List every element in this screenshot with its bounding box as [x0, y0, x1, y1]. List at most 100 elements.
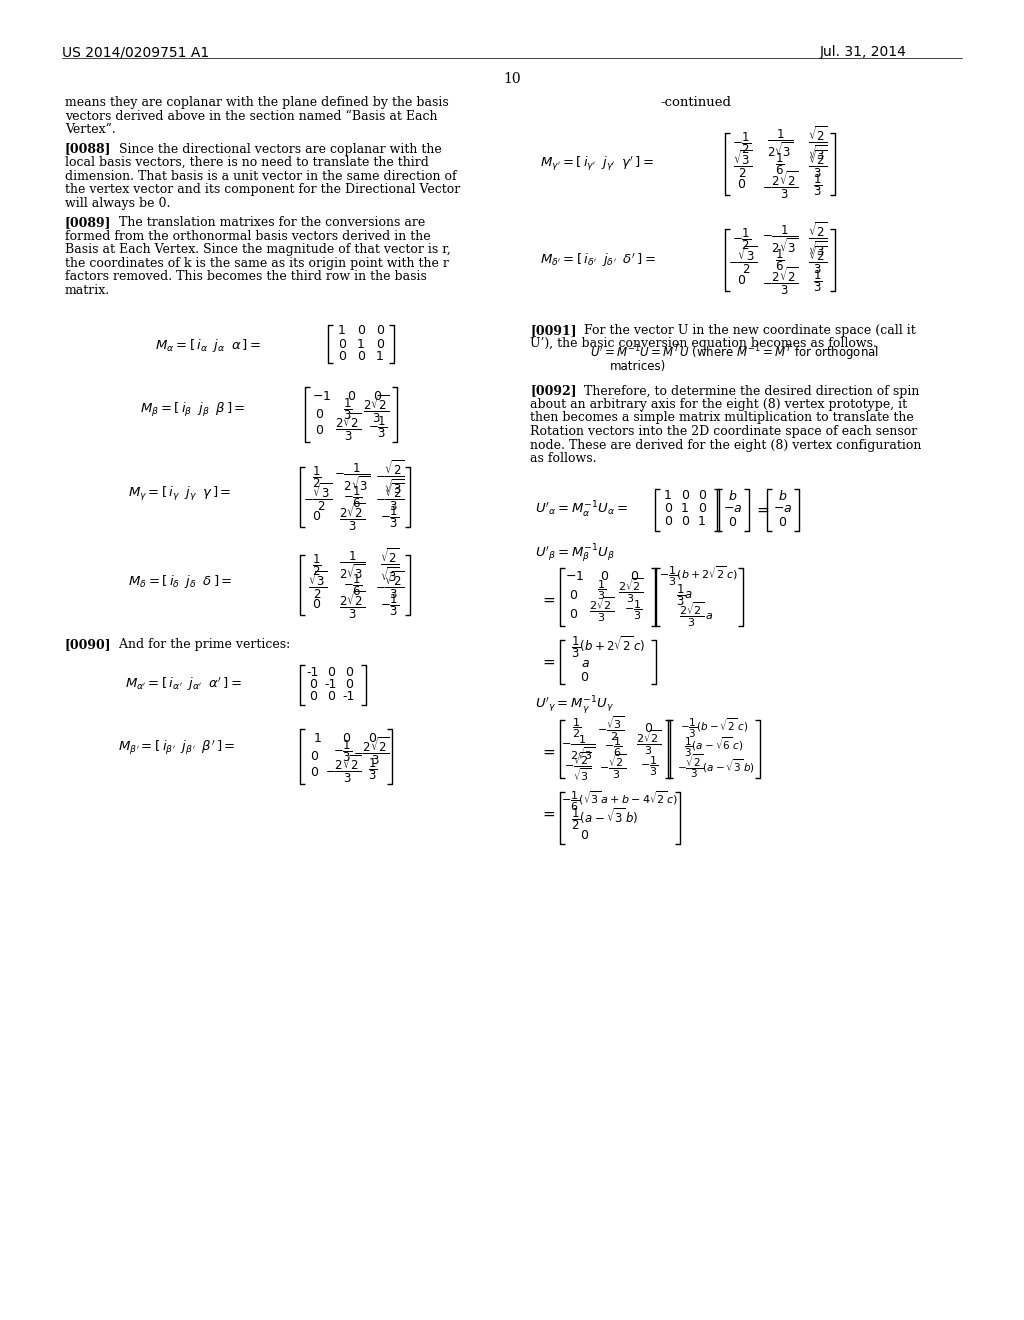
Text: $\dfrac{2\sqrt{2}}{3}\,a$: $\dfrac{2\sqrt{2}}{3}\,a$: [679, 601, 713, 628]
Text: $-a$: $-a$: [773, 502, 793, 515]
Text: factors removed. This becomes the third row in the basis: factors removed. This becomes the third …: [65, 271, 427, 282]
Text: $\dfrac{1}{3}$: $\dfrac{1}{3}$: [813, 172, 822, 198]
Text: $-\dfrac{2\sqrt{2}}{3}$: $-\dfrac{2\sqrt{2}}{3}$: [325, 754, 361, 784]
Text: $U'_\gamma = M_\gamma^{-1} U_\gamma$: $U'_\gamma = M_\gamma^{-1} U_\gamma$: [535, 694, 614, 717]
Text: $\dfrac{2\sqrt{2}}{3}$: $\dfrac{2\sqrt{2}}{3}$: [339, 502, 366, 533]
Text: $M_{\beta'} = [\,i_{\beta'} \;\; j_{\beta'} \;\; \beta'\,] =$: $M_{\beta'} = [\,i_{\beta'} \;\; j_{\bet…: [118, 739, 236, 758]
Text: $0$: $0$: [778, 516, 787, 529]
Text: $-\dfrac{2\sqrt{2}}{3}$: $-\dfrac{2\sqrt{2}}{3}$: [352, 735, 389, 767]
Text: $b$: $b$: [728, 488, 737, 503]
Text: will always be 0.: will always be 0.: [65, 197, 170, 210]
Text: $-\dfrac{2\sqrt{2}}{3}$: $-\dfrac{2\sqrt{2}}{3}$: [762, 265, 799, 297]
Text: $-\dfrac{1}{3}$: $-\dfrac{1}{3}$: [380, 593, 399, 618]
Text: $\dfrac{2\sqrt{2}}{3}$: $\dfrac{2\sqrt{2}}{3}$: [362, 393, 389, 425]
Text: US 2014/0209751 A1: US 2014/0209751 A1: [62, 45, 209, 59]
Text: $\dfrac{1}{3}(b+2\sqrt{2}\,c)$: $\dfrac{1}{3}(b+2\sqrt{2}\,c)$: [571, 635, 645, 660]
Text: $\dfrac{1}{2}$: $\dfrac{1}{2}$: [312, 465, 322, 490]
Text: $\dfrac{2\sqrt{2}}{3}$: $\dfrac{2\sqrt{2}}{3}$: [590, 595, 614, 623]
Text: 0: 0: [345, 677, 353, 690]
Text: $\dfrac{1}{2}$: $\dfrac{1}{2}$: [572, 717, 582, 741]
Text: $\dfrac{2\sqrt{2}}{3}$: $\dfrac{2\sqrt{2}}{3}$: [637, 729, 662, 756]
Text: $0$: $0$: [369, 731, 378, 744]
Text: local basis vectors, there is no need to translate the third: local basis vectors, there is no need to…: [65, 156, 429, 169]
Text: $\dfrac{1}{2\sqrt{3}}$: $\dfrac{1}{2\sqrt{3}}$: [767, 127, 794, 158]
Text: $-1$: $-1$: [565, 570, 585, 583]
Text: 0: 0: [664, 502, 672, 515]
Text: $0$: $0$: [737, 275, 746, 288]
Text: $=$: $=$: [540, 744, 556, 759]
Text: $-\dfrac{1}{3}$: $-\dfrac{1}{3}$: [624, 599, 642, 622]
Text: 0: 0: [327, 689, 335, 702]
Text: The translation matrixes for the conversions are: The translation matrixes for the convers…: [111, 216, 425, 228]
Text: $-\dfrac{1}{3}$: $-\dfrac{1}{3}$: [334, 738, 352, 764]
Text: $\dfrac{\sqrt{2}}{3}$: $\dfrac{\sqrt{2}}{3}$: [808, 244, 827, 276]
Text: $M_{\gamma'} = [\,i_{\gamma'} \;\; j_{\gamma'} \;\; \gamma'\,] =$: $M_{\gamma'} = [\,i_{\gamma'} \;\; j_{\g…: [540, 154, 654, 173]
Text: U’), the basic conversion equation becomes as follows.: U’), the basic conversion equation becom…: [530, 338, 877, 351]
Text: 1: 1: [338, 325, 346, 338]
Text: $\dfrac{1}{2}$: $\dfrac{1}{2}$: [312, 552, 322, 578]
Text: 0: 0: [698, 488, 706, 502]
Text: -1: -1: [325, 677, 337, 690]
Text: Since the directional vectors are coplanar with the: Since the directional vectors are coplan…: [111, 143, 441, 156]
Text: $M_\gamma = [\,i_\gamma \;\; j_\gamma \;\; \gamma\,] =$: $M_\gamma = [\,i_\gamma \;\; j_\gamma \;…: [128, 484, 231, 503]
Text: [0088]: [0088]: [65, 143, 112, 156]
Text: $-\dfrac{1}{6}$: $-\dfrac{1}{6}$: [343, 572, 362, 598]
Text: $0$: $0$: [342, 731, 351, 744]
Text: $-\dfrac{\sqrt{2}}{3}$: $-\dfrac{\sqrt{2}}{3}$: [376, 482, 404, 512]
Text: $0$: $0$: [600, 570, 609, 583]
Text: $U'_\beta = M_\beta^{-1} U_\beta$: $U'_\beta = M_\beta^{-1} U_\beta$: [535, 543, 614, 565]
Text: $-\dfrac{1}{6}$: $-\dfrac{1}{6}$: [604, 735, 623, 759]
Text: [0091]: [0091]: [530, 323, 577, 337]
Text: $\dfrac{1}{3}$: $\dfrac{1}{3}$: [369, 756, 378, 781]
Text: matrix.: matrix.: [65, 284, 111, 297]
Text: $-\dfrac{1}{3}$: $-\dfrac{1}{3}$: [369, 414, 388, 440]
Text: $0$: $0$: [315, 408, 325, 421]
Text: 0: 0: [357, 325, 365, 338]
Text: $-\dfrac{\sqrt{3}}{2}$: $-\dfrac{\sqrt{3}}{2}$: [597, 714, 625, 743]
Text: $0$: $0$: [631, 570, 640, 583]
Text: vectors derived above in the section named “Basis at Each: vectors derived above in the section nam…: [65, 110, 437, 123]
Text: node. These are derived for the eight (8) vertex configuration: node. These are derived for the eight (8…: [530, 438, 922, 451]
Text: 1: 1: [664, 488, 672, 502]
Text: matrices): matrices): [610, 360, 667, 374]
Text: Therefore, to determine the desired direction of spin: Therefore, to determine the desired dire…: [575, 384, 920, 397]
Text: [0092]: [0092]: [530, 384, 577, 397]
Text: $\dfrac{\sqrt{3}}{2}$: $\dfrac{\sqrt{3}}{2}$: [733, 148, 753, 180]
Text: $0$: $0$: [728, 516, 737, 529]
Text: 0: 0: [681, 515, 689, 528]
Text: about an arbitrary axis for the eight (8) vertex prototype, it: about an arbitrary axis for the eight (8…: [530, 399, 907, 411]
Text: $0$: $0$: [581, 671, 590, 684]
Text: $-\dfrac{\sqrt{3}}{2}$: $-\dfrac{\sqrt{3}}{2}$: [303, 482, 333, 512]
Text: $\dfrac{\sqrt{2}}{\sqrt{3}}$: $\dfrac{\sqrt{2}}{\sqrt{3}}$: [380, 546, 399, 583]
Text: 0: 0: [664, 515, 672, 528]
Text: $\dfrac{2\sqrt{2}}{3}$: $\dfrac{2\sqrt{2}}{3}$: [335, 412, 361, 442]
Text: $=$: $=$: [540, 807, 556, 821]
Text: $1$: $1$: [312, 731, 322, 744]
Text: 1: 1: [681, 502, 689, 515]
Text: $-\dfrac{\sqrt{2}}{3}$: $-\dfrac{\sqrt{2}}{3}$: [376, 569, 404, 601]
Text: $0$: $0$: [310, 767, 319, 780]
Text: $0$: $0$: [374, 389, 383, 403]
Text: [0089]: [0089]: [65, 216, 112, 228]
Text: $\dfrac{1}{3}(a-\sqrt{6}\,c)$: $\dfrac{1}{3}(a-\sqrt{6}\,c)$: [684, 735, 743, 759]
Text: $=$: $=$: [540, 591, 556, 607]
Text: $a$: $a$: [581, 657, 590, 671]
Text: $\dfrac{1}{2\sqrt{3}}$: $\dfrac{1}{2\sqrt{3}}$: [339, 549, 366, 581]
Text: 0: 0: [376, 338, 384, 351]
Text: $\dfrac{\sqrt{3}}{2}$: $\dfrac{\sqrt{3}}{2}$: [308, 569, 328, 601]
Text: 0: 0: [357, 351, 365, 363]
Text: $0$: $0$: [581, 829, 590, 842]
Text: $-\dfrac{1}{3}(b+2\sqrt{2}\,c)$: $-\dfrac{1}{3}(b+2\sqrt{2}\,c)$: [659, 565, 738, 589]
Text: Vertex”.: Vertex”.: [65, 123, 116, 136]
Text: 0: 0: [345, 665, 353, 678]
Text: $\dfrac{1}{3}$: $\dfrac{1}{3}$: [597, 578, 606, 602]
Text: 10: 10: [503, 73, 521, 86]
Text: $0$: $0$: [315, 425, 325, 437]
Text: $-\dfrac{1}{2\sqrt{3}}$: $-\dfrac{1}{2\sqrt{3}}$: [334, 461, 371, 492]
Text: the vertex vector and its component for the Directional Vector: the vertex vector and its component for …: [65, 183, 460, 195]
Text: $-\dfrac{\sqrt{2}}{\sqrt{3}}$: $-\dfrac{\sqrt{2}}{\sqrt{3}}$: [564, 750, 592, 783]
Text: $-\dfrac{1}{3}$: $-\dfrac{1}{3}$: [640, 755, 658, 779]
Text: $0$: $0$: [644, 722, 653, 735]
Text: 0: 0: [309, 689, 317, 702]
Text: Jul. 31, 2014: Jul. 31, 2014: [820, 45, 907, 59]
